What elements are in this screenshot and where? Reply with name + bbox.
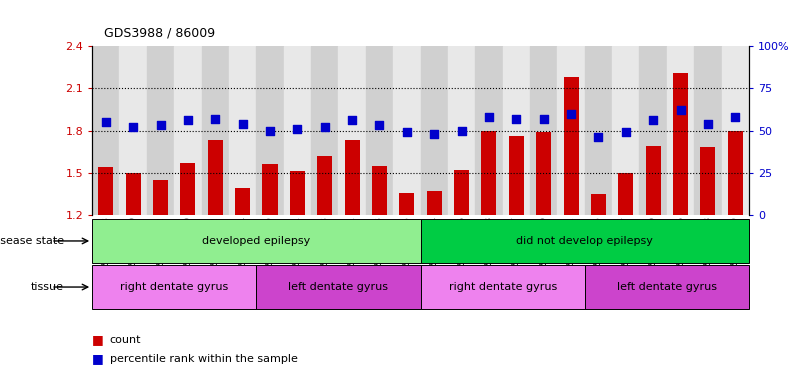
Point	[482, 114, 495, 120]
Bar	[256, 265, 421, 309]
Point	[373, 122, 386, 129]
Text: developed epilepsy: developed epilepsy	[202, 236, 311, 246]
Point	[702, 121, 714, 127]
Bar	[235, 188, 250, 215]
Text: tissue: tissue	[31, 282, 64, 292]
Text: did not develop epilepsy: did not develop epilepsy	[517, 236, 653, 246]
Bar	[311, 46, 339, 215]
Bar	[256, 46, 284, 215]
Bar	[339, 46, 366, 215]
Point	[565, 111, 578, 117]
Bar	[126, 173, 141, 215]
Bar	[618, 173, 634, 215]
Bar	[421, 46, 448, 215]
Bar	[421, 219, 749, 263]
Bar	[393, 46, 421, 215]
Point	[127, 124, 139, 130]
Text: GDS3988 / 86009: GDS3988 / 86009	[104, 26, 215, 40]
Point	[592, 134, 605, 141]
Bar	[202, 46, 229, 215]
Text: count: count	[110, 335, 141, 345]
Text: percentile rank within the sample: percentile rank within the sample	[110, 354, 298, 364]
Text: ■: ■	[92, 353, 104, 366]
Bar	[585, 46, 612, 215]
Point	[510, 116, 523, 122]
Bar	[180, 163, 195, 215]
Bar	[366, 46, 393, 215]
Bar	[119, 46, 147, 215]
Bar	[564, 77, 578, 215]
Point	[729, 114, 742, 120]
Point	[318, 124, 331, 130]
Bar	[400, 192, 414, 215]
Point	[428, 131, 441, 137]
Point	[154, 122, 167, 129]
Bar	[666, 46, 694, 215]
Bar	[284, 46, 311, 215]
Text: disease state: disease state	[0, 236, 64, 246]
Bar	[372, 166, 387, 215]
Bar	[509, 136, 524, 215]
Bar	[728, 131, 743, 215]
Point	[537, 116, 550, 122]
Bar	[673, 73, 688, 215]
Point	[236, 121, 249, 127]
Bar	[585, 265, 749, 309]
Bar	[481, 131, 497, 215]
Bar	[639, 46, 666, 215]
Bar	[612, 46, 639, 215]
Point	[455, 127, 468, 134]
Bar	[448, 46, 475, 215]
Bar	[530, 46, 557, 215]
Bar	[694, 46, 722, 215]
Point	[264, 127, 276, 134]
Bar	[207, 141, 223, 215]
Bar	[92, 219, 421, 263]
Bar	[646, 146, 661, 215]
Bar	[722, 46, 749, 215]
Bar	[153, 180, 168, 215]
Text: right dentate gyrus: right dentate gyrus	[449, 282, 557, 292]
Bar	[263, 164, 277, 215]
Bar	[557, 46, 585, 215]
Text: ■: ■	[92, 333, 104, 346]
Bar	[344, 141, 360, 215]
Point	[674, 107, 687, 113]
Bar	[229, 46, 256, 215]
Bar	[700, 147, 715, 215]
Bar	[503, 46, 530, 215]
Point	[400, 129, 413, 135]
Bar	[290, 171, 305, 215]
Point	[99, 119, 112, 125]
Bar	[536, 132, 551, 215]
Bar	[92, 46, 119, 215]
Bar	[92, 265, 256, 309]
Bar	[147, 46, 175, 215]
Text: left dentate gyrus: left dentate gyrus	[288, 282, 388, 292]
Bar	[99, 167, 113, 215]
Bar	[317, 156, 332, 215]
Point	[209, 116, 222, 122]
Point	[182, 118, 195, 124]
Point	[291, 126, 304, 132]
Bar	[421, 265, 585, 309]
Point	[346, 118, 359, 124]
Bar	[454, 170, 469, 215]
Bar	[475, 46, 503, 215]
Point	[619, 129, 632, 135]
Point	[646, 118, 659, 124]
Text: right dentate gyrus: right dentate gyrus	[120, 282, 228, 292]
Bar	[427, 191, 441, 215]
Bar	[175, 46, 202, 215]
Bar	[591, 194, 606, 215]
Text: left dentate gyrus: left dentate gyrus	[617, 282, 717, 292]
